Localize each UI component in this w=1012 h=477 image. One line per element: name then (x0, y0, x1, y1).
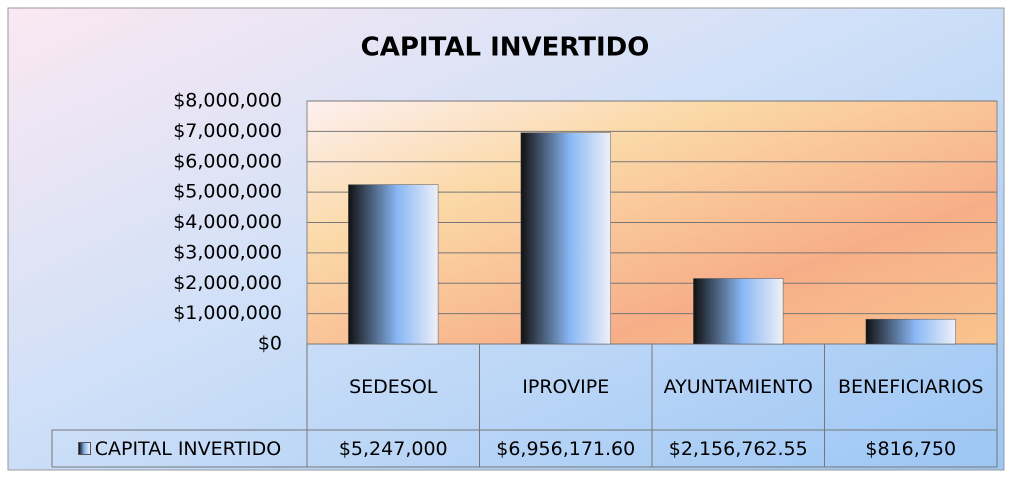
y-tick-label: $0 (258, 333, 282, 355)
x-tick-label: SEDESOL (307, 344, 480, 430)
legend-text: CAPITAL INVERTIDO (94, 437, 282, 460)
x-tick-label: AYUNTAMIENTO (652, 344, 825, 430)
y-tick-label: $2,000,000 (173, 272, 282, 294)
x-tick-label: IPROVIPE (480, 344, 653, 430)
x-tick-label-text: SEDESOL (349, 376, 438, 398)
bar (520, 132, 611, 345)
bar (348, 184, 439, 345)
y-tick-label: $8,000,000 (173, 90, 282, 112)
table-value: $6,956,171.60 (480, 430, 653, 467)
y-tick-label: $4,000,000 (173, 211, 282, 233)
y-tick-label: $3,000,000 (173, 241, 282, 263)
bar (693, 278, 784, 345)
y-tick-label: $5,000,000 (173, 181, 282, 203)
x-tick-label-text: AYUNTAMIENTO (663, 376, 813, 398)
x-tick-label-text: BENEFICIARIOS (838, 376, 984, 398)
bar (865, 318, 956, 345)
x-tick-label: BENEFICIARIOS (825, 344, 998, 430)
table-value-text: $2,156,762.55 (668, 437, 808, 460)
table-value: $816,750 (825, 430, 998, 467)
legend-entry: CAPITAL INVERTIDO (52, 430, 307, 467)
y-tick-label: $6,000,000 (173, 150, 282, 172)
table-value-text: $6,956,171.60 (496, 437, 636, 460)
chart-title: CAPITAL INVERTIDO (361, 33, 650, 63)
table-value-text: $5,247,000 (338, 437, 448, 460)
table-value: $2,156,762.55 (652, 430, 825, 467)
x-tick-label-text: IPROVIPE (522, 376, 610, 398)
table-value: $5,247,000 (307, 430, 480, 467)
legend-key (77, 442, 91, 455)
table-value-text: $816,750 (865, 437, 957, 460)
y-tick-label: $1,000,000 (173, 302, 282, 324)
y-tick-label: $7,000,000 (173, 120, 282, 142)
